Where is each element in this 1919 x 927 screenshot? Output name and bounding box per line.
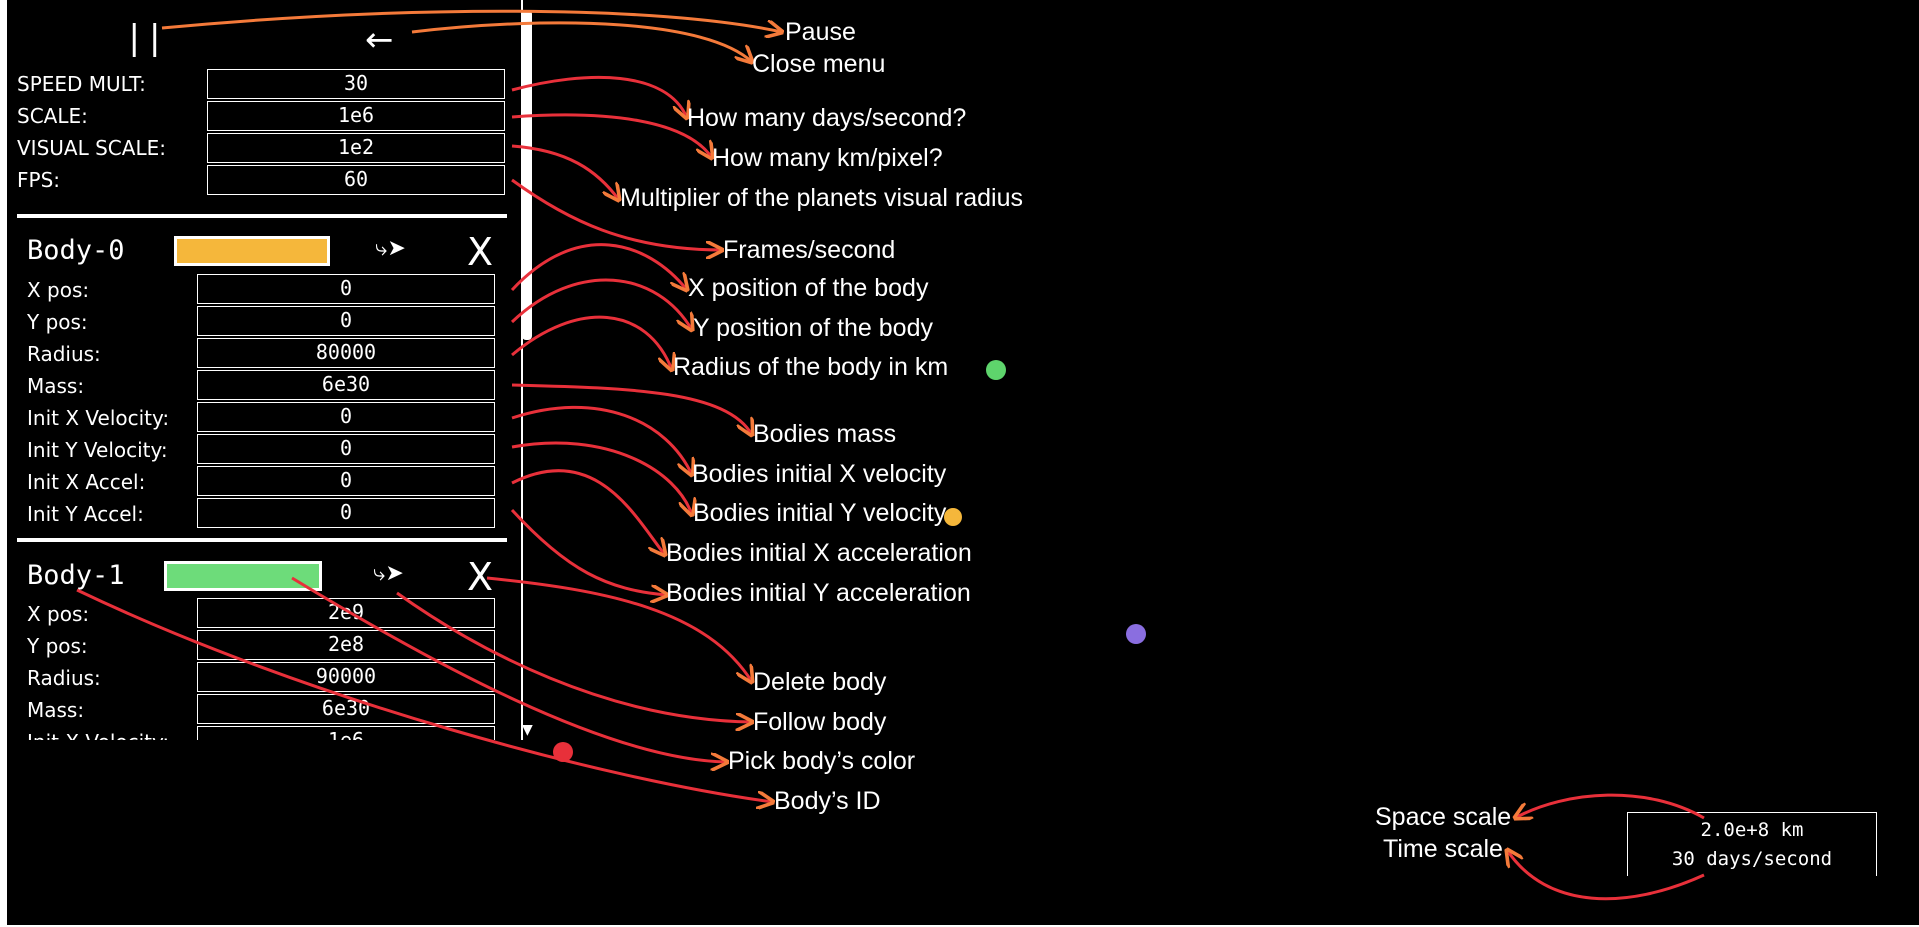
init-x-velocity-label: Init X Velocity: bbox=[27, 406, 170, 430]
follow-body-button[interactable]: ⤷➤ bbox=[375, 236, 406, 261]
annotation-space-scale: Space scale bbox=[1375, 803, 1512, 831]
arrow-pause bbox=[161, 9, 782, 32]
y-pos-label: Y pos: bbox=[27, 634, 88, 658]
arrow-space-scale bbox=[1515, 793, 1705, 818]
arrow-visual-scale bbox=[511, 144, 619, 200]
x-pos-label: X pos: bbox=[27, 602, 90, 626]
annotation-arrows bbox=[76, 9, 1705, 901]
arrow-mass bbox=[511, 383, 752, 435]
time-scale-value: 30 days/second bbox=[1671, 848, 1833, 870]
x-pos-input[interactable]: 0 bbox=[197, 274, 495, 304]
body-color-picker[interactable] bbox=[164, 561, 322, 591]
scale-input[interactable]: 1e6 bbox=[207, 101, 505, 131]
annotation-follow: Follow body bbox=[753, 708, 887, 736]
arrow-time-scale bbox=[1507, 850, 1705, 901]
arrow-scale bbox=[511, 113, 712, 158]
radius-label: Radius: bbox=[27, 342, 101, 366]
init-x-velocity-label: Init X Velocity: bbox=[27, 730, 169, 740]
panel-scrollbar-thumb[interactable] bbox=[522, 10, 532, 340]
annotation-mass: Bodies mass bbox=[753, 420, 897, 448]
radius-label: Radius: bbox=[27, 666, 101, 690]
x-pos-input[interactable]: 2e9 bbox=[197, 598, 495, 628]
panel-scrollbar-track[interactable] bbox=[521, 0, 523, 740]
init-x-velocity-input[interactable]: 0 bbox=[197, 402, 495, 432]
annotation-init-x-vel: Bodies initial X velocity bbox=[692, 460, 947, 488]
arrow-delete bbox=[486, 576, 752, 682]
annotation-delete: Delete body bbox=[753, 668, 887, 696]
follow-body-button[interactable]: ⤷➤ bbox=[373, 561, 404, 586]
settings-panel: || ← SPEED MULT: 30 SCALE: 1e6 VISUAL SC… bbox=[7, 0, 512, 740]
annotation-x-pos: X position of the body bbox=[688, 274, 929, 302]
y-pos-input[interactable]: 0 bbox=[197, 306, 495, 336]
arrow-init-x-vel bbox=[511, 405, 692, 475]
init-y-accel-label: Init Y Accel: bbox=[27, 502, 144, 526]
annotation-y-pos: Y position of the body bbox=[693, 314, 933, 342]
visual-scale-label: VISUAL SCALE: bbox=[17, 136, 166, 160]
init-x-accel-label: Init X Accel: bbox=[27, 470, 146, 494]
annotation-close-menu: Close menu bbox=[752, 50, 886, 78]
arrow-radius bbox=[511, 315, 672, 370]
annotation-pause: Pause bbox=[785, 18, 856, 46]
separator bbox=[17, 214, 507, 218]
separator bbox=[17, 538, 507, 542]
scroll-down-arrow-icon[interactable]: ▼ bbox=[522, 722, 533, 738]
arrow-init-y-vel bbox=[511, 441, 692, 515]
fps-label: FPS: bbox=[17, 168, 60, 192]
space-scale-value: 2.0e+8 km bbox=[1700, 819, 1804, 841]
pause-button[interactable]: || bbox=[124, 18, 165, 58]
mass-label: Mass: bbox=[27, 374, 85, 398]
y-pos-input[interactable]: 2e8 bbox=[197, 630, 495, 660]
annotation-init-x-acc: Bodies initial X acceleration bbox=[666, 539, 972, 567]
red-planet[interactable] bbox=[553, 742, 573, 762]
arrow-pick-color bbox=[291, 576, 727, 762]
arrow-body-id bbox=[76, 588, 773, 802]
arrow-init-y-acc bbox=[510, 508, 667, 595]
arrow-speed bbox=[511, 75, 687, 118]
close-menu-button[interactable]: ← bbox=[365, 20, 394, 60]
arrow-x-pos bbox=[510, 243, 687, 290]
delete-body-button[interactable]: X bbox=[467, 230, 494, 274]
scale-label: SCALE: bbox=[17, 104, 88, 128]
arrow-init-x-acc bbox=[511, 469, 665, 555]
annotation-body-id: Body’s ID bbox=[774, 787, 881, 815]
mass-input[interactable]: 6e30 bbox=[197, 694, 495, 724]
mass-label: Mass: bbox=[27, 698, 85, 722]
annotation-init-y-acc: Bodies initial Y acceleration bbox=[666, 579, 971, 607]
body-id-label: Body-0 bbox=[27, 235, 125, 266]
radius-input[interactable]: 80000 bbox=[197, 338, 495, 368]
y-pos-label: Y pos: bbox=[27, 310, 88, 334]
arrow-close-menu bbox=[411, 21, 752, 62]
x-pos-label: X pos: bbox=[27, 278, 90, 302]
speed-mult-input[interactable]: 30 bbox=[207, 69, 505, 99]
init-x-accel-input[interactable]: 0 bbox=[197, 466, 495, 496]
annotation-speed: How many days/second? bbox=[687, 104, 967, 132]
orange-planet[interactable] bbox=[944, 508, 962, 526]
scale-display: 2.0e+8 km 30 days/second bbox=[1627, 812, 1877, 876]
simulation-viewport: || ← SPEED MULT: 30 SCALE: 1e6 VISUAL SC… bbox=[7, 0, 1919, 925]
init-y-accel-input[interactable]: 0 bbox=[197, 498, 495, 528]
body-id-label: Body-1 bbox=[27, 560, 125, 591]
annotation-init-y-vel: Bodies initial Y velocity bbox=[693, 499, 947, 527]
body-color-picker[interactable] bbox=[174, 236, 330, 266]
arrow-follow bbox=[396, 591, 752, 722]
green-planet[interactable] bbox=[986, 360, 1006, 380]
annotation-radius: Radius of the body in km bbox=[673, 353, 949, 381]
mass-input[interactable]: 6e30 bbox=[197, 370, 495, 400]
annotation-pick-color: Pick body’s color bbox=[728, 747, 916, 775]
visual-scale-input[interactable]: 1e2 bbox=[207, 133, 505, 163]
arrow-fps bbox=[511, 178, 722, 250]
arrow-y-pos bbox=[510, 278, 692, 330]
fps-input[interactable]: 60 bbox=[207, 165, 505, 195]
purple-planet[interactable] bbox=[1126, 624, 1146, 644]
init-y-velocity-input[interactable]: 0 bbox=[197, 434, 495, 464]
annotation-visual-scale: Multiplier of the planets visual radius bbox=[620, 184, 1023, 212]
init-y-velocity-label: Init Y Velocity: bbox=[27, 438, 168, 462]
annotation-fps: Frames/second bbox=[723, 236, 896, 264]
speed-mult-label: SPEED MULT: bbox=[17, 72, 146, 96]
annotation-scale: How many km/pixel? bbox=[712, 144, 943, 172]
annotation-time-scale: Time scale bbox=[1383, 835, 1503, 863]
init-x-velocity-input[interactable]: 1e6 bbox=[197, 726, 495, 740]
